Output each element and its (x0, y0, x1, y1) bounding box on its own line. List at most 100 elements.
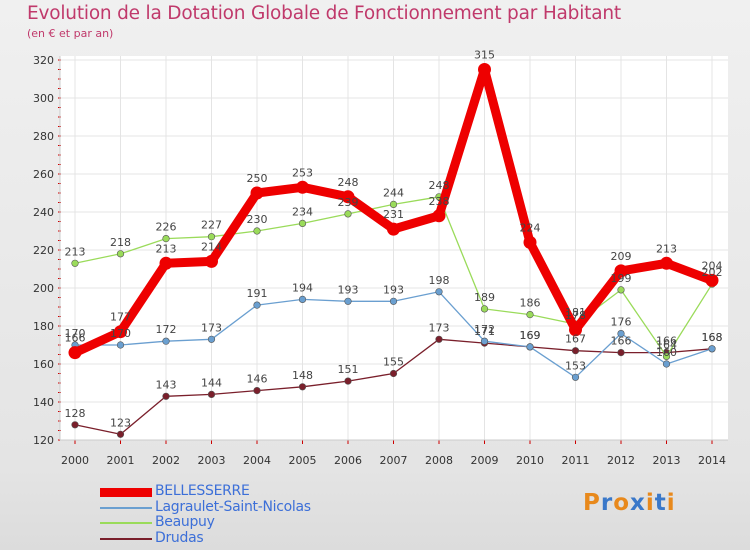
data-point-lagraulet-saint-nicolas (480, 337, 489, 345)
data-label-beaupuy: 199 (611, 272, 632, 285)
data-label-drudas: 167 (565, 333, 586, 346)
data-label-drudas: 166 (611, 335, 632, 348)
data-point-drudas (571, 347, 580, 355)
data-label-beaupuy: 189 (474, 291, 495, 304)
data-point-drudas (116, 430, 125, 438)
data-label-drudas: 144 (201, 376, 222, 389)
data-label-lagraulet-saint-nicolas: 170 (110, 327, 131, 340)
data-point-bellesserre (205, 254, 218, 268)
data-point-beaupuy (389, 200, 398, 208)
data-label-lagraulet-saint-nicolas: 173 (201, 321, 222, 334)
chart-subtitle: (en € et par an) (27, 27, 114, 40)
x-tick-label: 2004 (243, 454, 271, 467)
data-label-bellesserre: 231 (383, 208, 404, 221)
data-label-beaupuy: 248 (429, 179, 450, 192)
logo-letter: i (645, 490, 655, 516)
data-point-drudas (617, 349, 625, 357)
data-label-beaupuy: 181 (565, 306, 586, 319)
data-label-beaupuy: 234 (292, 205, 313, 218)
data-point-drudas (435, 335, 443, 343)
x-tick-label: 2009 (471, 454, 499, 467)
data-label-beaupuy: 186 (520, 297, 541, 310)
y-tick-label: 120 (33, 434, 54, 447)
data-point-bellesserre (614, 264, 628, 278)
data-label-beaupuy: 164 (656, 338, 677, 351)
data-point-lagraulet-saint-nicolas (344, 297, 352, 305)
y-tick-label: 320 (33, 54, 54, 67)
logo-letter: t (654, 490, 667, 516)
data-label-drudas: 166 (656, 335, 677, 348)
data-label-bellesserre: 214 (201, 240, 222, 253)
proxiti-logo: Proxiti (583, 490, 676, 516)
data-label-bellesserre: 204 (702, 259, 723, 272)
data-point-beaupuy (662, 352, 671, 361)
data-label-lagraulet-saint-nicolas: 170 (65, 327, 86, 340)
data-label-drudas: 128 (65, 407, 86, 420)
data-point-lagraulet-saint-nicolas (708, 345, 716, 353)
x-tick-label: 2005 (289, 454, 317, 467)
data-label-lagraulet-saint-nicolas: 172 (474, 323, 495, 336)
data-label-bellesserre: 250 (247, 172, 268, 185)
legend-label: BELLESSERRE (155, 483, 250, 499)
data-point-drudas (389, 369, 398, 378)
data-label-bellesserre: 177 (110, 311, 131, 324)
y-tick-label: 260 (33, 168, 54, 181)
chart-title: Evolution de la Dotation Globale de Fonc… (27, 3, 621, 24)
y-tick-label: 280 (33, 130, 54, 143)
x-tick-label: 2006 (334, 454, 362, 467)
legend-swatch (100, 506, 152, 509)
data-point-beaupuy (253, 227, 261, 235)
data-label-drudas: 173 (429, 321, 450, 334)
data-label-bellesserre: 209 (611, 250, 632, 263)
y-tick-label: 140 (33, 396, 54, 409)
data-label-beaupuy: 230 (247, 213, 268, 226)
data-label-drudas: 146 (247, 373, 268, 386)
data-point-beaupuy (162, 235, 170, 243)
data-point-lagraulet-saint-nicolas (617, 330, 625, 338)
data-label-drudas: 143 (156, 378, 177, 391)
data-label-bellesserre: 166 (65, 332, 86, 345)
data-label-beaupuy: 227 (201, 219, 222, 232)
data-point-bellesserre (569, 323, 582, 337)
x-tick-label: 2000 (61, 454, 89, 467)
x-tick-label: 2002 (152, 454, 180, 467)
data-point-drudas (344, 377, 352, 385)
legend-label: Drudas (155, 529, 204, 546)
data-point-beaupuy (116, 250, 125, 258)
data-point-beaupuy (207, 233, 216, 241)
data-point-lagraulet-saint-nicolas (435, 288, 443, 296)
data-label-drudas: 155 (383, 356, 404, 369)
data-label-drudas: 148 (292, 369, 313, 382)
axes-layer: 120 140 160 180 200 220 240 260 280 300 320 2000 200… (33, 54, 728, 467)
x-tick-label: 2010 (516, 454, 544, 467)
y-tick-label: 220 (33, 244, 54, 257)
data-point-bellesserre (478, 63, 491, 76)
y-tick-label: 300 (33, 92, 54, 105)
data-label-bellesserre: 224 (520, 221, 541, 234)
data-point-bellesserre (159, 256, 173, 270)
legend-label: Beaupuy (155, 514, 215, 530)
data-label-bellesserre: 315 (474, 49, 495, 62)
data-label-lagraulet-saint-nicolas: 191 (247, 287, 268, 300)
data-point-bellesserre (660, 256, 673, 270)
data-label-lagraulet-saint-nicolas: 168 (702, 331, 723, 344)
data-label-drudas: 169 (520, 329, 541, 342)
data-point-bellesserre (68, 346, 82, 360)
data-point-drudas (71, 421, 79, 429)
data-point-lagraulet-saint-nicolas (526, 343, 534, 351)
data-point-lagraulet-saint-nicolas (662, 360, 671, 368)
x-tick-label: 2007 (380, 454, 408, 467)
data-point-lagraulet-saint-nicolas (253, 301, 261, 309)
data-point-bellesserre (296, 180, 309, 194)
x-tick-label: 2014 (698, 454, 726, 467)
logo-letter: i (666, 490, 676, 516)
data-label-beaupuy: 218 (110, 236, 131, 249)
data-label-lagraulet-saint-nicolas: 169 (520, 329, 541, 342)
data-point-bellesserre (387, 222, 400, 236)
data-point-drudas (298, 383, 307, 391)
data-point-beaupuy (617, 286, 625, 294)
series-layer (68, 63, 719, 438)
data-point-beaupuy (526, 311, 534, 319)
data-label-lagraulet-saint-nicolas: 198 (429, 274, 450, 287)
